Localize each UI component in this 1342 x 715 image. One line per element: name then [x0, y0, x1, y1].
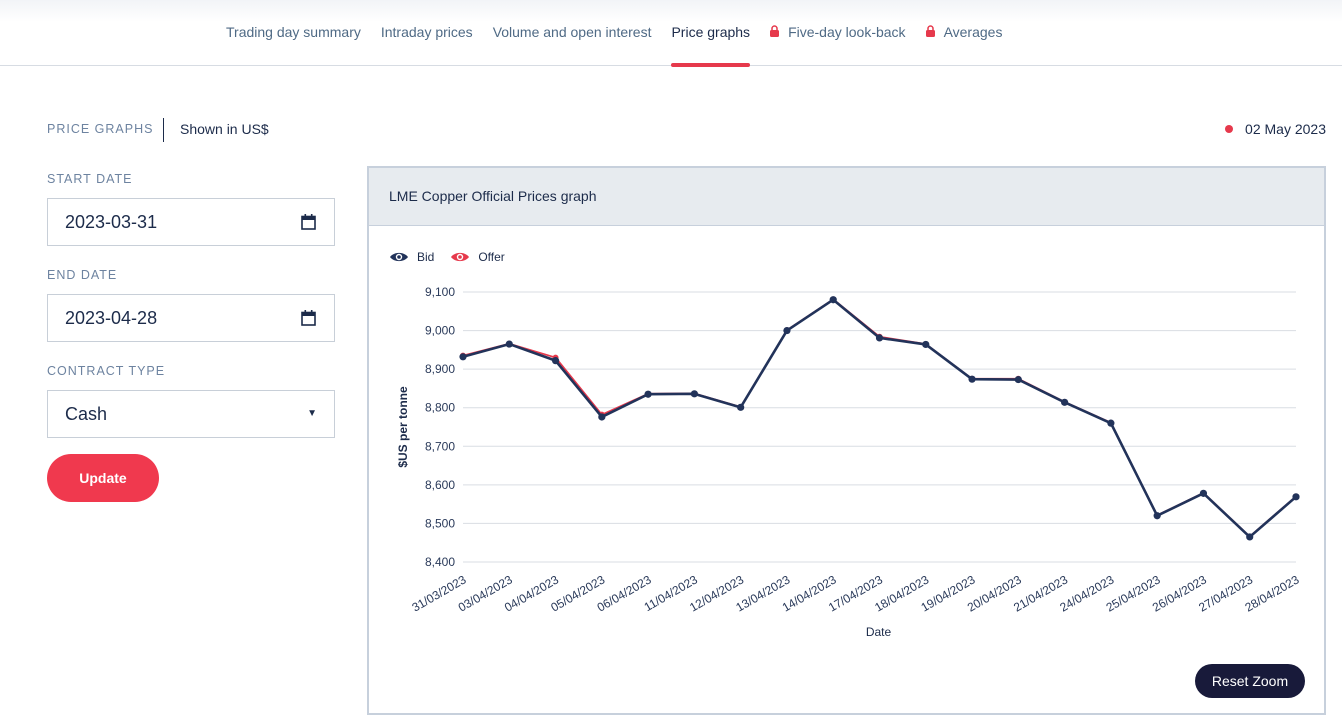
data-point-bid	[644, 390, 652, 398]
current-date: 02 May 2023	[1245, 121, 1326, 137]
data-point-bid	[737, 403, 745, 411]
end-date-value: 2023-04-28	[65, 307, 158, 328]
status-dot-icon	[1225, 125, 1234, 133]
legend-item-offer[interactable]: Offer	[450, 250, 505, 264]
tab-five-day-look-back[interactable]: Five-day look-back	[770, 0, 906, 66]
tab-averages[interactable]: Averages	[925, 0, 1003, 66]
tab-label: Trading day summary	[226, 24, 361, 40]
data-point-bid	[783, 326, 791, 335]
contract-type-value: Cash	[65, 403, 108, 424]
end-date-input[interactable]: 2023-04-28	[47, 294, 335, 342]
lock-icon	[770, 25, 780, 37]
tab-label: Averages	[943, 24, 1003, 40]
end-date-label: END DATE	[47, 268, 118, 282]
data-point-bid	[1246, 533, 1254, 541]
divider	[163, 118, 164, 142]
tab-price-graphs[interactable]: Price graphs	[671, 0, 751, 67]
contract-type-label: CONTRACT TYPE	[47, 364, 166, 378]
data-point-bid	[875, 334, 884, 342]
contract-type-select[interactable]: Cash ▼	[47, 390, 335, 438]
y-tick-label: 9,000	[425, 324, 455, 338]
data-point-bid	[968, 375, 976, 383]
y-axis-title: $US per tonne	[396, 386, 410, 468]
tab-intraday-prices[interactable]: Intraday prices	[381, 0, 473, 66]
update-button[interactable]: Update	[47, 454, 159, 502]
data-point-bid	[1199, 489, 1208, 497]
data-point-bid	[1061, 398, 1069, 406]
caret-down-icon: ▼	[307, 408, 317, 419]
chart-card: LME Copper Official Prices graph 8,400 8,…	[367, 166, 1326, 715]
data-point-bid	[551, 357, 560, 365]
eye-icon	[451, 252, 470, 262]
calendar-icon[interactable]	[301, 214, 316, 235]
data-point-bid	[459, 353, 467, 361]
start-date-value: 2023-03-31	[65, 211, 158, 232]
data-point-bid	[690, 390, 698, 398]
data-point-bid	[922, 340, 930, 349]
tab-label: Five-day look-back	[788, 24, 906, 40]
top-nav: Trading day summary Intraday prices Volu…	[0, 0, 1342, 67]
legend-label: Offer	[478, 250, 505, 264]
x-axis-title: Date	[866, 625, 892, 639]
data-point-bid	[1107, 419, 1115, 427]
legend-label: Bid	[417, 250, 435, 264]
reset-zoom-button[interactable]: Reset Zoom	[1195, 664, 1305, 698]
calendar-icon[interactable]	[301, 310, 316, 331]
price-chart[interactable]: 8,400 8,500 8,600 8,700 8,800 8,900 9,000 9,100…	[369, 168, 1324, 713]
section-title: PRICE GRAPHS	[47, 122, 154, 136]
y-tick-label: 8,400	[425, 555, 455, 569]
legend-item-bid[interactable]: Bid	[389, 250, 434, 264]
y-tick-label: 8,600	[425, 478, 455, 492]
data-point-bid	[1014, 375, 1022, 384]
start-date-input[interactable]: 2023-03-31	[47, 198, 335, 246]
data-point-bid	[598, 413, 606, 421]
tab-label: Volume and open interest	[492, 24, 652, 40]
chart-card-title: LME Copper Official Prices graph	[369, 168, 1324, 226]
y-tick-label: 8,700	[425, 439, 455, 453]
currency-note: Shown in US$	[180, 121, 269, 137]
date-badge: 02 May 2023	[1225, 121, 1326, 137]
tab-bar: Trading day summary Intraday prices Volu…	[226, 0, 1022, 67]
data-point-bid	[1292, 493, 1300, 501]
eye-icon	[390, 252, 408, 262]
tab-label: Intraday prices	[380, 24, 473, 40]
tab-label: Price graphs	[671, 24, 751, 40]
y-tick-label: 8,500	[425, 516, 455, 530]
data-point-bid	[505, 340, 513, 348]
data-point-bid	[1153, 512, 1161, 520]
y-tick-label: 8,900	[425, 362, 455, 376]
chart-legend: Bid Offer	[389, 250, 521, 264]
y-tick-label: 9,100	[425, 285, 455, 299]
lock-icon	[925, 25, 935, 37]
tab-trading-day-summary[interactable]: Trading day summary	[226, 0, 361, 66]
start-date-label: START DATE	[47, 172, 133, 186]
y-tick-label: 8,800	[425, 401, 455, 415]
data-point-bid	[829, 296, 837, 304]
tab-volume-open-interest[interactable]: Volume and open interest	[493, 0, 652, 66]
